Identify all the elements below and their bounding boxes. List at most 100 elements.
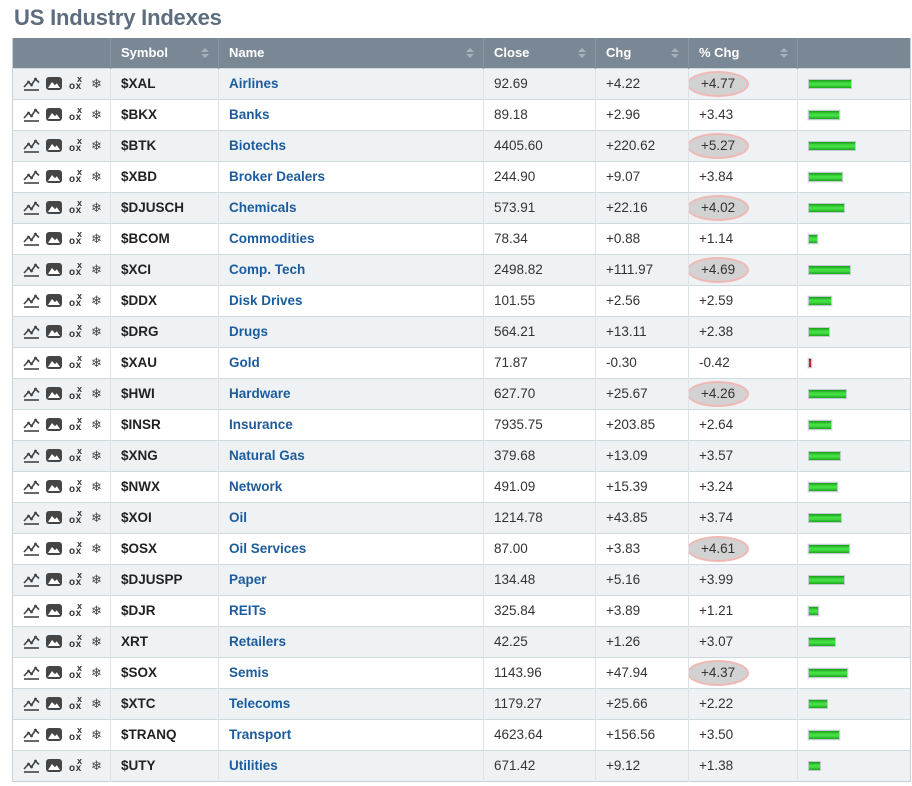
sort-arrows-icon[interactable] — [201, 47, 209, 58]
sharpchart-icon[interactable] — [23, 200, 40, 216]
index-name-link[interactable]: Paper — [229, 572, 267, 587]
sharpchart-icon[interactable] — [23, 634, 40, 650]
point-figure-icon[interactable]: x ox — [69, 507, 83, 526]
index-name-link[interactable]: Hardware — [229, 386, 291, 401]
sharpchart-icon[interactable] — [23, 758, 40, 774]
sharpchart-icon[interactable] — [23, 169, 40, 185]
gallery-icon[interactable] — [46, 603, 62, 619]
sort-arrows-icon[interactable] — [780, 47, 788, 58]
index-name-link[interactable]: Utilities — [229, 758, 278, 773]
seasonality-icon[interactable]: ❄ — [91, 169, 102, 184]
sharpchart-icon[interactable] — [23, 696, 40, 712]
point-figure-icon[interactable]: x ox — [69, 290, 83, 309]
sharpchart-icon[interactable] — [23, 572, 40, 588]
gallery-icon[interactable] — [46, 696, 62, 712]
seasonality-icon[interactable]: ❄ — [91, 138, 102, 153]
point-figure-icon[interactable]: x ox — [69, 414, 83, 433]
point-figure-icon[interactable]: x ox — [69, 476, 83, 495]
point-figure-icon[interactable]: x ox — [69, 228, 83, 247]
index-name-link[interactable]: Telecoms — [229, 696, 291, 711]
gallery-icon[interactable] — [46, 293, 62, 309]
sharpchart-icon[interactable] — [23, 603, 40, 619]
seasonality-icon[interactable]: ❄ — [91, 634, 102, 649]
sharpchart-icon[interactable] — [23, 510, 40, 526]
seasonality-icon[interactable]: ❄ — [91, 448, 102, 463]
sharpchart-icon[interactable] — [23, 417, 40, 433]
seasonality-icon[interactable]: ❄ — [91, 727, 102, 742]
point-figure-icon[interactable]: x ox — [69, 352, 83, 371]
sharpchart-icon[interactable] — [23, 665, 40, 681]
sharpchart-icon[interactable] — [23, 541, 40, 557]
index-name-link[interactable]: Oil — [229, 510, 248, 525]
index-name-link[interactable]: Gold — [229, 355, 260, 370]
index-name-link[interactable]: Insurance — [229, 417, 293, 432]
index-name-link[interactable]: Biotechs — [229, 138, 287, 153]
seasonality-icon[interactable]: ❄ — [91, 200, 102, 215]
gallery-icon[interactable] — [46, 169, 62, 185]
index-name-link[interactable]: Transport — [229, 727, 292, 742]
seasonality-icon[interactable]: ❄ — [91, 603, 102, 618]
point-figure-icon[interactable]: x ox — [69, 445, 83, 464]
point-figure-icon[interactable]: x ox — [69, 631, 83, 650]
index-name-link[interactable]: Banks — [229, 107, 270, 122]
sharpchart-icon[interactable] — [23, 448, 40, 464]
seasonality-icon[interactable]: ❄ — [91, 293, 102, 308]
sharpchart-icon[interactable] — [23, 262, 40, 278]
seasonality-icon[interactable]: ❄ — [91, 355, 102, 370]
gallery-icon[interactable] — [46, 355, 62, 371]
seasonality-icon[interactable]: ❄ — [91, 76, 102, 91]
point-figure-icon[interactable]: x ox — [69, 538, 83, 557]
index-name-link[interactable]: REITs — [229, 603, 267, 618]
header-chg[interactable]: Chg — [595, 38, 689, 68]
seasonality-icon[interactable]: ❄ — [91, 107, 102, 122]
gallery-icon[interactable] — [46, 479, 62, 495]
gallery-icon[interactable] — [46, 572, 62, 588]
point-figure-icon[interactable]: x ox — [69, 600, 83, 619]
sharpchart-icon[interactable] — [23, 727, 40, 743]
sort-arrows-icon[interactable] — [671, 47, 679, 58]
seasonality-icon[interactable]: ❄ — [91, 262, 102, 277]
seasonality-icon[interactable]: ❄ — [91, 758, 102, 773]
gallery-icon[interactable] — [46, 634, 62, 650]
index-name-link[interactable]: Chemicals — [229, 200, 297, 215]
index-name-link[interactable]: Natural Gas — [229, 448, 305, 463]
point-figure-icon[interactable]: x ox — [69, 755, 83, 774]
gallery-icon[interactable] — [46, 324, 62, 340]
seasonality-icon[interactable]: ❄ — [91, 479, 102, 494]
sharpchart-icon[interactable] — [23, 231, 40, 247]
point-figure-icon[interactable]: x ox — [69, 662, 83, 681]
seasonality-icon[interactable]: ❄ — [91, 417, 102, 432]
point-figure-icon[interactable]: x ox — [69, 383, 83, 402]
point-figure-icon[interactable]: x ox — [69, 321, 83, 340]
index-name-link[interactable]: Comp. Tech — [229, 262, 306, 277]
sharpchart-icon[interactable] — [23, 76, 40, 92]
index-name-link[interactable]: Drugs — [229, 324, 269, 339]
point-figure-icon[interactable]: x ox — [69, 166, 83, 185]
sort-arrows-icon[interactable] — [578, 47, 586, 58]
gallery-icon[interactable] — [46, 262, 62, 278]
index-name-link[interactable]: Semis — [229, 665, 269, 680]
point-figure-icon[interactable]: x ox — [69, 104, 83, 123]
seasonality-icon[interactable]: ❄ — [91, 696, 102, 711]
seasonality-icon[interactable]: ❄ — [91, 665, 102, 680]
gallery-icon[interactable] — [46, 386, 62, 402]
gallery-icon[interactable] — [46, 665, 62, 681]
gallery-icon[interactable] — [46, 758, 62, 774]
point-figure-icon[interactable]: x ox — [69, 259, 83, 278]
index-name-link[interactable]: Broker Dealers — [229, 169, 326, 184]
gallery-icon[interactable] — [46, 107, 62, 123]
sort-arrows-icon[interactable] — [466, 47, 474, 58]
seasonality-icon[interactable]: ❄ — [91, 510, 102, 525]
sharpchart-icon[interactable] — [23, 324, 40, 340]
seasonality-icon[interactable]: ❄ — [91, 541, 102, 556]
gallery-icon[interactable] — [46, 417, 62, 433]
sharpchart-icon[interactable] — [23, 293, 40, 309]
point-figure-icon[interactable]: x ox — [69, 569, 83, 588]
index-name-link[interactable]: Oil Services — [229, 541, 307, 556]
gallery-icon[interactable] — [46, 448, 62, 464]
header-close[interactable]: Close — [483, 38, 596, 68]
sharpchart-icon[interactable] — [23, 107, 40, 123]
seasonality-icon[interactable]: ❄ — [91, 324, 102, 339]
index-name-link[interactable]: Retailers — [229, 634, 287, 649]
index-name-link[interactable]: Commodities — [229, 231, 315, 246]
